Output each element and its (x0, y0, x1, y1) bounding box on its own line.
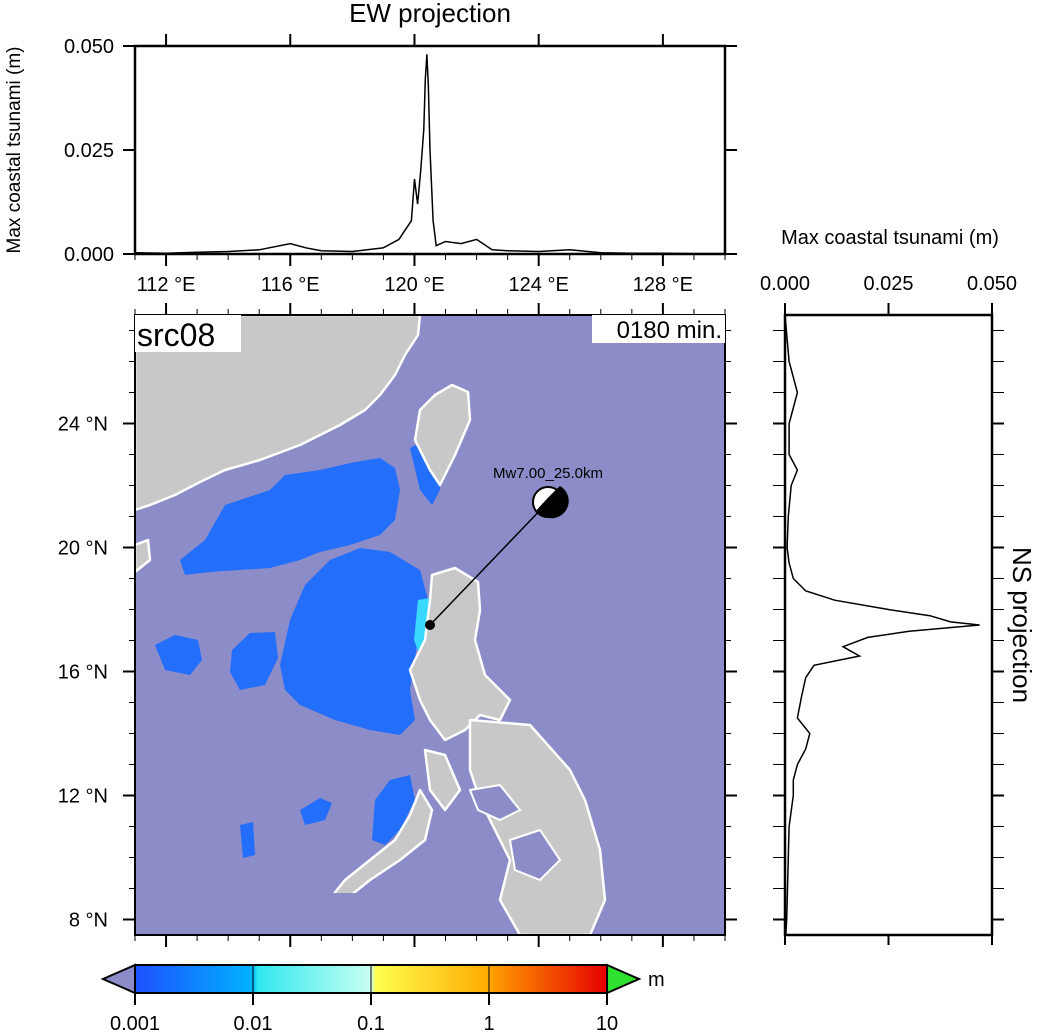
ns-plot-frame (783, 313, 994, 937)
tsunami-area-north-scs (180, 458, 400, 575)
ns-x-ticks: 0.000 0.025 0.050 (760, 273, 1017, 945)
sulu-sea (135, 893, 360, 935)
ns-panel-xlabel: Max coastal tsunami (m) (781, 227, 999, 249)
colorbar-tick-labels: 0.001 0.01 0.1 1 10 (110, 993, 618, 1035)
source-label: src08 (137, 317, 215, 353)
ew-panel-title: EW projection (349, 0, 511, 28)
ew-panel-ylabel: Max coastal tsunami (m) (4, 47, 25, 254)
land-hainan (135, 538, 152, 574)
land-mindoro (423, 748, 462, 812)
ew-plot-frame (133, 44, 727, 256)
ns-x-tick-label: 0.000 (760, 273, 810, 295)
colorbar-high-triangle (606, 963, 642, 995)
ew-y-tick-label: 0.000 (64, 244, 114, 266)
ns-panel-title: NS projection (1007, 547, 1037, 703)
ns-x-tick-label: 0.025 (863, 273, 913, 295)
time-label-bg (592, 315, 725, 343)
inner-seas (468, 783, 562, 882)
land-mainland-china (135, 315, 422, 512)
tsunami-area-patch-4 (240, 822, 255, 858)
ew-projection-panel: EW projection Max coastal tsunami (m) 0.… (4, 0, 737, 296)
latitude-label: 8 °N (69, 910, 108, 932)
colorbar-tick-label: 1 (483, 1013, 494, 1035)
beachball-compression-quadrant (536, 486, 569, 519)
colorbar: m 0.001 0.01 0.1 1 10 (100, 963, 665, 1035)
tsunami-amplitude-field (155, 440, 440, 858)
colorbar-unit: m (648, 969, 665, 991)
source-label-bg (135, 315, 241, 352)
map-panel: 24 °N 20 °N 16 °N 12 °N 8 °N src08 0180 min.… (58, 303, 737, 947)
ns-x-tick-label: 0.050 (967, 273, 1017, 295)
event-label: Mw7.00_25.0km (493, 465, 603, 482)
ew-y-tick-label: 0.050 (64, 36, 114, 58)
epicenter-link-line (429, 501, 549, 626)
ns-projection-line (784, 314, 980, 936)
sea-bohol (508, 828, 562, 882)
ew-projection-line (134, 54, 725, 255)
land-taiwan (413, 383, 472, 487)
ns-projection-panel: Max coastal tsunami (m) 0.000 0.025 0.050 … (760, 227, 1037, 945)
ew-x-tick-label: 112 °E (137, 274, 196, 296)
epicenter-marker (425, 620, 435, 630)
latitude-label: 24 °N (58, 414, 108, 436)
ew-x-tick-label: 128 °E (633, 274, 693, 296)
focal-mechanism-beachball (532, 486, 569, 519)
land-luzon (408, 566, 512, 742)
landmasses (135, 315, 607, 935)
tsunami-area-patch-1 (155, 635, 202, 675)
tsunami-area-west-luzon (280, 548, 428, 735)
ew-x-tick-label: 116 °E (261, 274, 320, 296)
map-frame (134, 314, 726, 936)
colorbar-tick-label: 0.001 (110, 1013, 160, 1035)
latitude-labels: 24 °N 20 °N 16 °N 12 °N 8 °N (58, 414, 108, 932)
sea-sibuyan (468, 783, 522, 822)
ew-x-tick-label: 124 °E (509, 274, 569, 296)
latitude-label: 12 °N (58, 786, 108, 808)
latitude-label: 16 °N (58, 662, 108, 684)
tsunami-area-patch-2 (230, 632, 278, 690)
map-ticks (123, 303, 737, 947)
ew-x-ticks: 112 °E 116 °E 120 °E 124 °E 128 °E (134, 34, 726, 296)
colorbar-tick-label: 0.01 (234, 1013, 273, 1035)
ew-x-tick-label: 120 °E (384, 274, 444, 296)
ew-y-tick-label: 0.025 (64, 140, 114, 162)
latitude-label: 20 °N (58, 538, 108, 560)
colorbar-low-triangle (100, 963, 136, 995)
tsunami-area-palawan-east (372, 775, 415, 845)
ns-line-group (784, 314, 980, 936)
colorbar-tick-label: 0.1 (357, 1013, 385, 1035)
colorbar-tick-label: 10 (596, 1013, 618, 1035)
ns-side-ticks (773, 330, 1004, 921)
ew-line-group (134, 54, 725, 255)
time-label: 0180 min. (617, 317, 722, 344)
tsunami-area-patch-3 (300, 798, 332, 825)
ew-y-ticks: 0.050 0.025 0.000 (64, 36, 737, 266)
